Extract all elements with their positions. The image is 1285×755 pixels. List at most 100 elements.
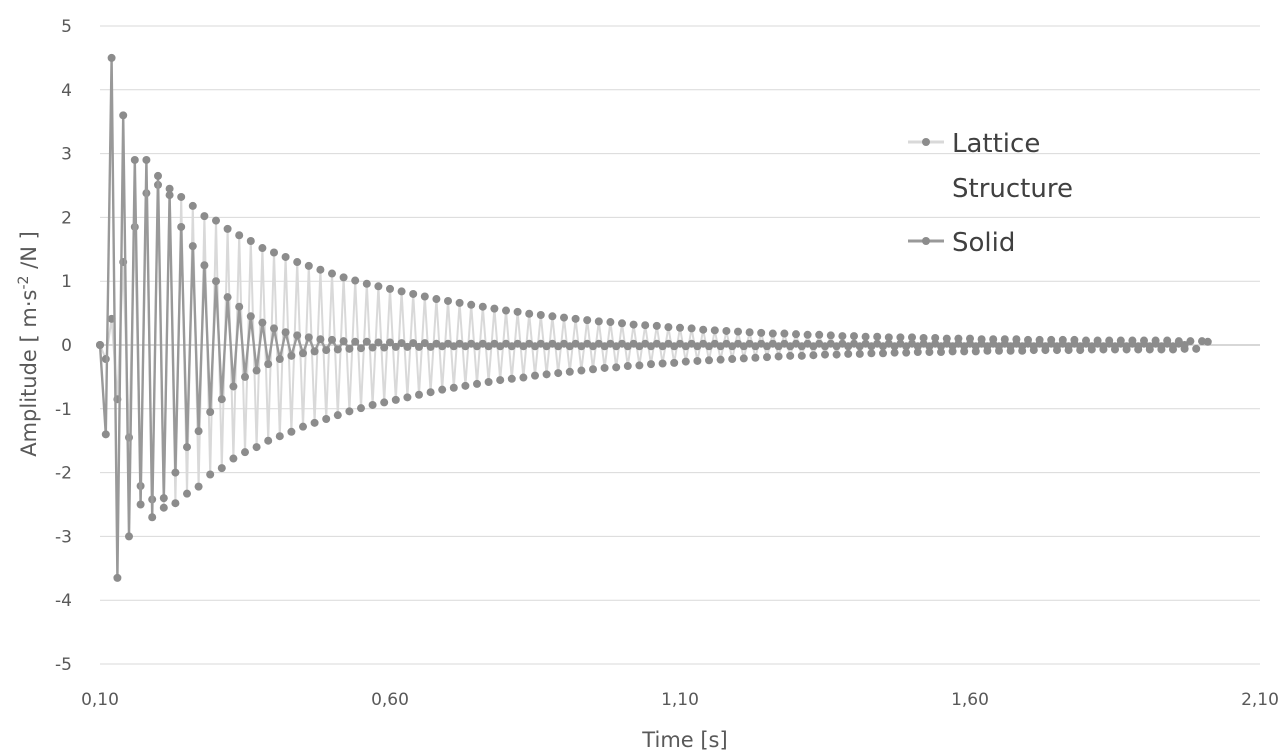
data-point xyxy=(333,345,342,354)
data-point xyxy=(339,337,348,346)
data-point xyxy=(780,329,789,338)
data-point xyxy=(258,244,267,253)
data-point xyxy=(171,499,180,508)
data-point xyxy=(618,319,626,328)
data-point xyxy=(855,349,864,358)
data-point xyxy=(275,355,284,364)
data-point xyxy=(380,343,389,352)
data-point xyxy=(571,314,580,323)
data-point xyxy=(548,312,557,321)
data-point xyxy=(304,261,313,270)
data-point xyxy=(188,201,197,210)
data-point xyxy=(351,337,360,346)
data-point xyxy=(177,222,186,231)
data-point xyxy=(101,430,110,439)
y-tick-label: -3 xyxy=(55,527,72,547)
data-point xyxy=(826,331,835,340)
data-point xyxy=(873,332,882,341)
data-point xyxy=(751,353,760,362)
y-tick-label: 1 xyxy=(61,272,72,292)
data-point xyxy=(635,361,644,370)
data-point xyxy=(206,470,215,479)
data-point xyxy=(287,427,296,436)
x-tick-label: 2,10 xyxy=(1241,690,1279,710)
data-point xyxy=(194,427,203,436)
data-point xyxy=(1192,344,1201,353)
data-point xyxy=(809,351,818,360)
gridlines xyxy=(100,25,1260,665)
y-tick-label: 5 xyxy=(61,17,72,37)
y-tick-label: 4 xyxy=(61,81,72,101)
data-point xyxy=(542,370,551,379)
data-point xyxy=(565,367,574,376)
data-point xyxy=(908,333,916,342)
data-point xyxy=(229,454,238,463)
data-point xyxy=(525,309,534,318)
data-point xyxy=(374,338,383,347)
data-point xyxy=(241,372,249,381)
data-point xyxy=(647,360,655,369)
data-point xyxy=(275,432,284,441)
data-point xyxy=(496,376,505,385)
data-point xyxy=(403,393,412,402)
data-point xyxy=(658,359,667,368)
data-point xyxy=(130,155,139,164)
data-point xyxy=(188,242,197,251)
data-point xyxy=(670,358,679,367)
data-point xyxy=(890,348,899,357)
data-point xyxy=(583,316,592,325)
data-point xyxy=(391,395,400,404)
data-point xyxy=(797,351,806,360)
data-point xyxy=(815,330,824,339)
x-axis-title: Time [s] xyxy=(641,728,727,752)
data-point xyxy=(316,265,325,274)
data-point xyxy=(397,287,406,296)
data-point xyxy=(757,328,766,337)
data-point xyxy=(484,378,493,386)
data-point xyxy=(832,350,841,359)
data-point xyxy=(879,349,887,358)
data-point xyxy=(159,503,168,512)
data-point xyxy=(728,355,737,364)
data-point xyxy=(931,333,940,342)
data-point xyxy=(136,500,145,509)
data-point xyxy=(519,373,528,382)
data-point xyxy=(333,411,342,420)
data-point xyxy=(391,342,400,351)
data-point xyxy=(380,398,389,407)
data-point xyxy=(357,344,365,353)
y-axis-title-unit: /N ] xyxy=(17,231,41,275)
data-point xyxy=(171,468,180,477)
data-point xyxy=(409,339,418,348)
data-point xyxy=(409,289,418,298)
data-point xyxy=(937,348,945,357)
data-point xyxy=(913,348,922,357)
data-point xyxy=(531,371,539,380)
data-point xyxy=(554,369,563,378)
data-point xyxy=(623,362,632,371)
data-point xyxy=(734,327,742,336)
data-point xyxy=(287,351,296,360)
data-point xyxy=(212,277,220,286)
data-point xyxy=(107,53,116,62)
data-point xyxy=(293,331,302,340)
data-point xyxy=(449,383,458,392)
data-point xyxy=(664,323,673,332)
data-point xyxy=(1203,337,1212,346)
data-point xyxy=(293,258,302,267)
x-tick-label: 0,10 xyxy=(81,690,119,710)
y-axis-title: Amplitude [ m·s-2 /N ] xyxy=(16,231,41,457)
y-tick-label: -1 xyxy=(55,400,72,420)
data-point xyxy=(125,433,133,442)
tick-labels: -5 -4 -3 -2 -1 0 1 2 3 4 5 0,10 0,60 1,10 1,60 2,10 xyxy=(55,17,1279,710)
data-point xyxy=(821,350,829,359)
data-point xyxy=(629,320,638,329)
data-point xyxy=(426,388,435,397)
data-point xyxy=(612,363,621,372)
data-point xyxy=(896,333,905,342)
data-point xyxy=(125,532,133,541)
data-point xyxy=(258,318,267,327)
data-point xyxy=(241,448,249,457)
legend-label-lattice-line2: Structure xyxy=(952,174,1073,204)
